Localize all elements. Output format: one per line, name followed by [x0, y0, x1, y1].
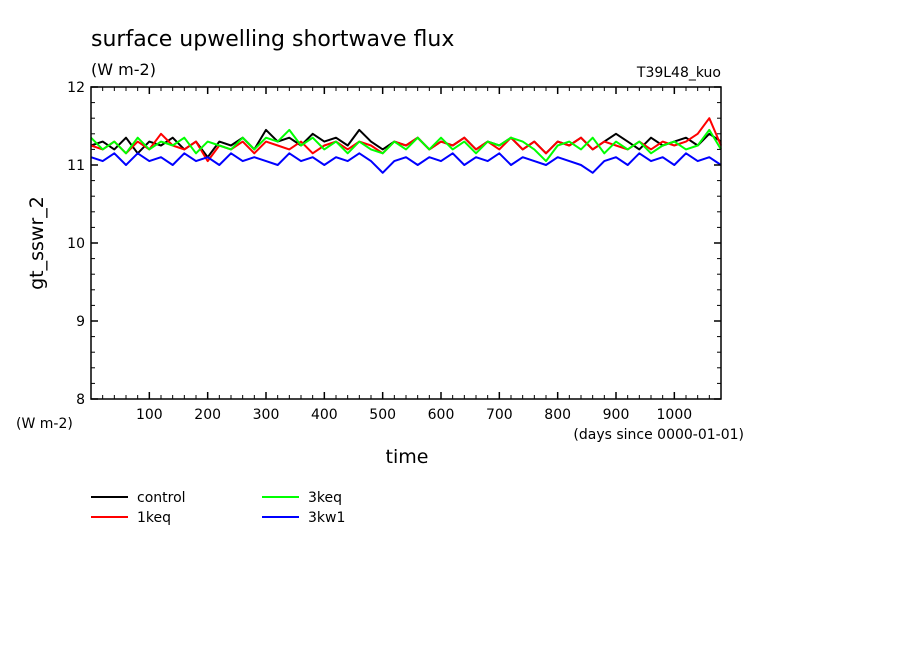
x-tick-label-4: 500 [369, 407, 396, 423]
x-axis-label: time [386, 446, 429, 468]
legend-label-1: 1keq [137, 510, 171, 526]
x-tick-label-5: 600 [428, 407, 455, 423]
legend-label-0: control [137, 490, 186, 506]
series-line-1 [90, 117, 722, 163]
y-tick-label-0: 8 [76, 392, 85, 408]
y-tick-label-1: 9 [76, 314, 85, 330]
x-tick-label-6: 700 [486, 407, 513, 423]
y-tick-label-4: 12 [67, 80, 85, 96]
axes-layer: 100 200 300 400 500 600 700 800 900 1000 8 9 10 11 12 [67, 80, 721, 423]
legend-label-2: 3keq [308, 490, 342, 506]
run-label: T39L48_kuo [636, 65, 721, 81]
chart-title: surface upwelling shortwave flux [91, 27, 454, 52]
series-line-2 [90, 128, 722, 163]
plot-frame [90, 86, 722, 400]
x-tick-label-9: 1000 [657, 407, 693, 423]
x-tick-label-1: 200 [194, 407, 221, 423]
x-tick-label-7: 800 [544, 407, 571, 423]
legend-label-3: 3kw1 [308, 510, 345, 526]
y-axis-label: gt_sswr_2 [26, 196, 48, 290]
x-axis-units: (days since 0000-01-01) [573, 427, 744, 443]
x-tick-label-2: 300 [253, 407, 280, 423]
x-tick-label-0: 100 [136, 407, 163, 423]
y-tick-label-2: 10 [67, 236, 85, 252]
y-tick-label-3: 11 [67, 158, 85, 174]
chart-subtitle: (W m-2) [91, 60, 156, 79]
series-layer [90, 117, 722, 174]
y-axis-units: (W m-2) [16, 416, 73, 432]
legend: control 1keq 3keq 3kw1 [91, 490, 345, 526]
series-line-3 [90, 152, 722, 174]
x-tick-label-3: 400 [311, 407, 338, 423]
x-tick-label-8: 900 [603, 407, 630, 423]
